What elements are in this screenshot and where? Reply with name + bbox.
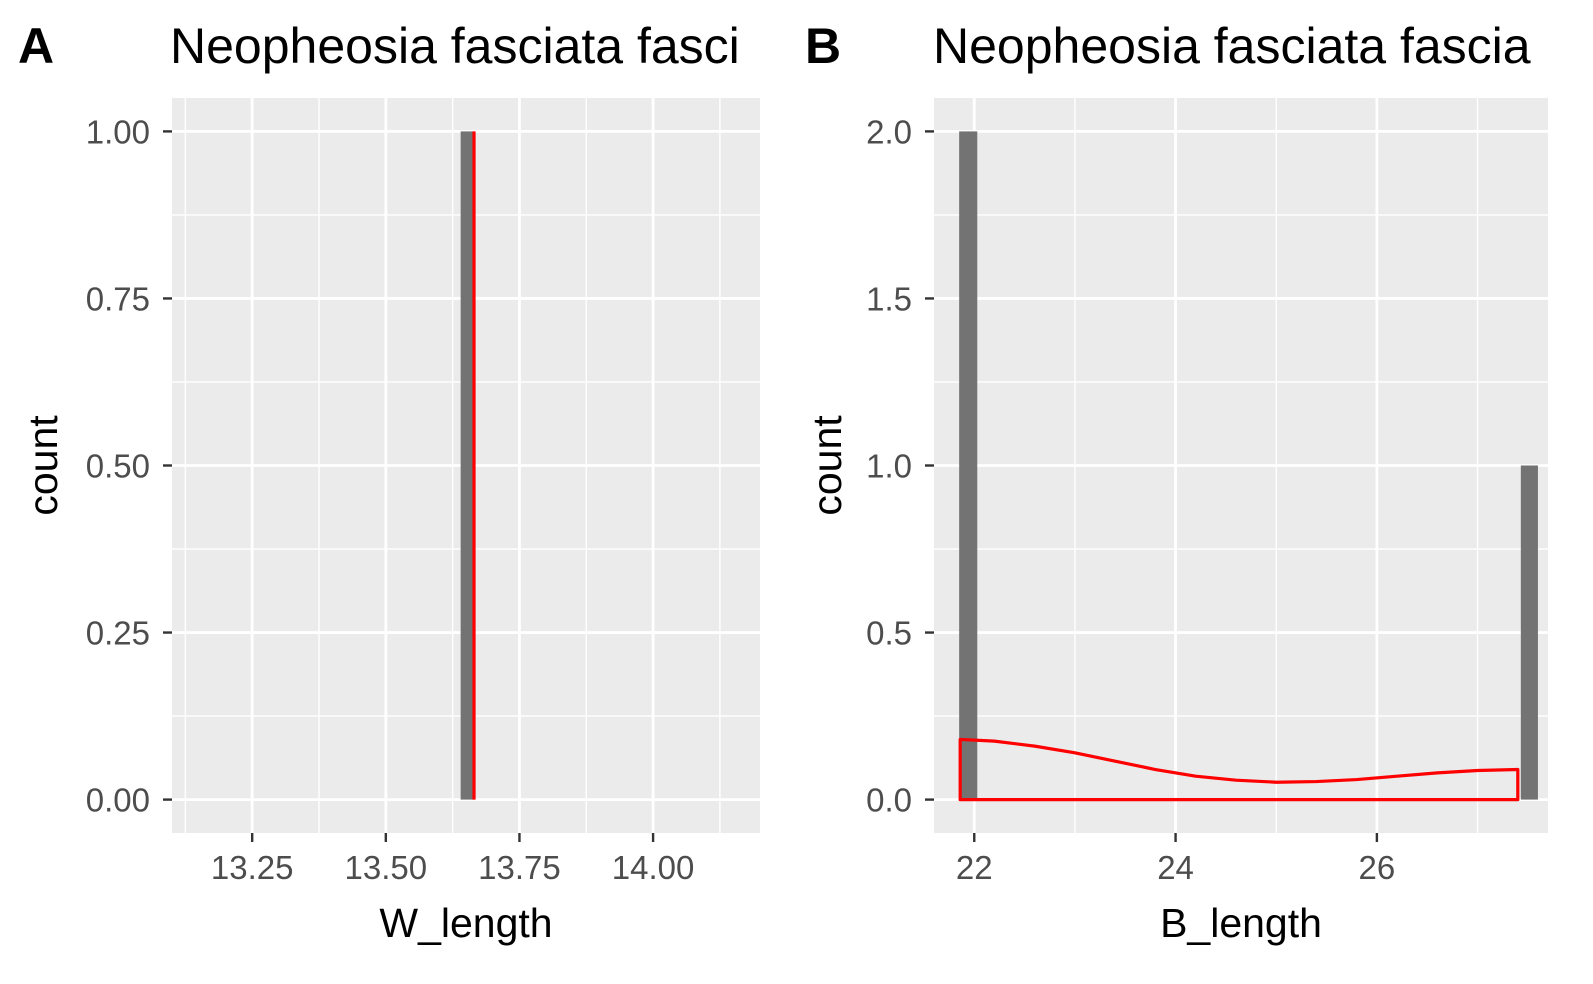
panel-a: A Neopheosia fasciata fasci 13.25 13.50 13.7… [18, 18, 760, 946]
y-tick-label: 0.75 [86, 280, 150, 317]
y-tick-label: 2.0 [866, 113, 912, 150]
panel-b: B Neopheosia fasciata fascia 22 24 26 0.0 0.5 1… [804, 18, 1548, 946]
y-tick-label: 1.5 [866, 280, 912, 317]
y-tick-label: 0.0 [866, 782, 912, 819]
x-axis-title: W_length [379, 900, 552, 946]
x-tick-label: 26 [1359, 849, 1396, 886]
y-tick-label: 0.25 [86, 615, 150, 652]
x-tick-label: 14.00 [612, 849, 695, 886]
histogram-bar [460, 131, 475, 800]
x-tick-label: 13.25 [211, 849, 294, 886]
y-tick-label: 1.00 [86, 113, 150, 150]
x-tick-label: 13.50 [345, 849, 428, 886]
panel-title: Neopheosia fasciata fascia [933, 18, 1531, 74]
panel-title: Neopheosia fasciata fasci [170, 18, 740, 74]
y-tick-label: 0.00 [86, 782, 150, 819]
density-curve [958, 737, 1520, 802]
histogram-bar [959, 131, 978, 800]
y-tick-label: 1.0 [866, 448, 912, 485]
y-axis-title: count [20, 415, 66, 516]
y-axis-title: count [804, 415, 850, 516]
y-tick-label: 0.50 [86, 448, 150, 485]
y-tick-label: 0.5 [866, 615, 912, 652]
histogram-bar [1520, 465, 1538, 800]
panel-tag: B [805, 18, 841, 74]
x-tick-label: 22 [956, 849, 993, 886]
x-axis-title: B_length [1160, 900, 1322, 946]
x-tick-label: 13.75 [478, 849, 561, 886]
panel-tag: A [18, 18, 54, 74]
x-tick-label: 24 [1157, 849, 1194, 886]
